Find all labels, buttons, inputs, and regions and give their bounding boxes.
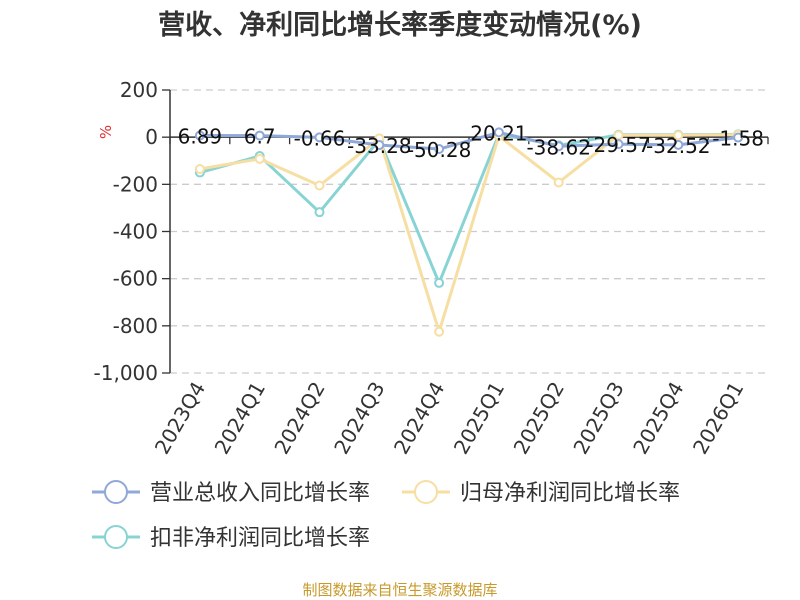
series-point-1: [553, 177, 564, 188]
data-label: 6.89: [178, 125, 223, 149]
x-tick-label: 2024Q4: [389, 377, 449, 458]
y-unit-label: %: [97, 125, 115, 139]
grid-lines: [170, 89, 768, 374]
series-line-1: [199, 133, 739, 334]
data-label: 6.7: [244, 125, 276, 149]
data-label: -50.28: [407, 138, 471, 162]
x-tick-label: 2024Q2: [269, 378, 329, 459]
x-tick-label: 2023Q4: [150, 378, 210, 459]
y-tick-labels: 200 0 -200 -400 -600 -800 -1,000: [94, 78, 158, 385]
series-point-2: [434, 277, 445, 288]
x-tick-label: 2025Q3: [568, 378, 628, 459]
x-tick-label: 2025Q1: [449, 378, 509, 459]
x-tick-label: 2024Q3: [329, 378, 389, 459]
legend-item[interactable]: 营业总收入同比增长率: [92, 480, 370, 506]
data-label: -33.28: [347, 134, 411, 158]
y-tick-label: -400: [113, 220, 158, 244]
legend-label: 扣非净利润同比增长率: [150, 526, 370, 551]
legend-marker: [104, 525, 128, 549]
data-label: -38.62: [526, 135, 590, 159]
series-point-1: [254, 153, 265, 164]
legend-marker: [104, 480, 128, 504]
legend-item[interactable]: 归母净利润同比增长率: [402, 480, 680, 506]
data-label: 20.21: [470, 121, 527, 145]
x-tick-label: 2025Q2: [509, 378, 569, 459]
series-point-0: [194, 130, 205, 141]
y-tick-label: -600: [113, 267, 158, 291]
y-tick-label: -200: [113, 172, 158, 196]
x-tick-label: 2026Q1: [688, 378, 748, 459]
legend-label: 归母净利润同比增长率: [460, 481, 680, 506]
series-point-0: [673, 139, 684, 150]
y-tick-label: -800: [113, 314, 158, 338]
data-label: -32.52: [646, 134, 710, 158]
series-point-0: [553, 141, 564, 152]
source-note: 制图数据来自恒生聚源数据库: [302, 581, 497, 599]
data-label: -0.66: [294, 126, 346, 150]
series-point-1: [314, 180, 325, 191]
data-label: -1.58: [712, 127, 764, 151]
series-point-0: [374, 140, 385, 151]
x-tick-label: 2025Q4: [628, 378, 688, 459]
data-label: -29.57: [586, 133, 650, 157]
x-tick-label: 2024Q1: [210, 378, 270, 459]
series-point-1: [673, 130, 684, 141]
series-point-0: [613, 139, 624, 150]
series-point-0: [314, 132, 325, 143]
y-tick-label: 200: [120, 78, 158, 102]
x-tick-labels: 2023Q4 2024Q1 2024Q2 2024Q3 2024Q4 2025Q1 2025…: [150, 377, 749, 458]
data-labels: 6.89 6.7 -0.66 -33.28-50.2820.21-38.62-29.5…: [178, 121, 764, 162]
chart-title: 营收、净利同比增长率季度变动情况(%): [158, 9, 642, 41]
series-point-0: [254, 130, 265, 141]
y-tick-label: 0: [145, 125, 158, 149]
series-line-0: [199, 130, 739, 151]
legend-label: 营业总收入同比增长率: [150, 481, 370, 506]
series-point-0: [493, 127, 504, 138]
series-point-2: [314, 207, 325, 218]
legend-item[interactable]: 扣非净利润同比增长率: [92, 525, 370, 551]
legend-marker: [414, 480, 438, 504]
series-point-0: [434, 144, 445, 155]
series-point-1: [194, 164, 205, 175]
y-tick-label: -1,000: [94, 361, 158, 385]
series-lines: [194, 127, 744, 337]
series-point-1: [434, 326, 445, 337]
series-point-0: [733, 132, 744, 143]
